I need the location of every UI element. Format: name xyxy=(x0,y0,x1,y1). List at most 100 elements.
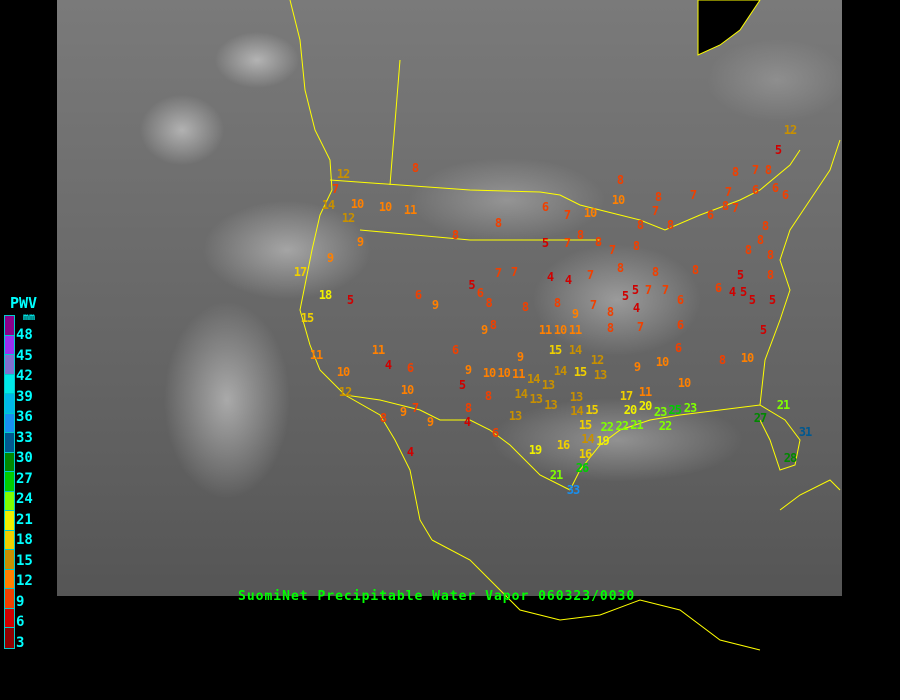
legend-label: 9 xyxy=(16,593,25,610)
station-pwv-value: 8 xyxy=(766,248,774,262)
legend-swatch xyxy=(5,589,14,609)
station-pwv-value: 20 xyxy=(623,403,637,418)
station-pwv-value: 7 xyxy=(563,208,571,222)
station-pwv-value: 8 xyxy=(744,243,752,257)
station-pwv-value: 9 xyxy=(480,323,488,337)
station-pwv-value: 14 xyxy=(553,363,567,378)
station-pwv-value: 6 xyxy=(676,318,684,332)
legend-swatch xyxy=(5,569,14,589)
station-pwv-value: 6 xyxy=(414,288,422,302)
greenland-edge xyxy=(697,0,761,56)
station-pwv-value: 19 xyxy=(596,434,609,449)
station-pwv-value: 7 xyxy=(661,283,669,297)
station-pwv-value: 13 xyxy=(593,368,607,382)
station-pwv-value: 8 xyxy=(606,305,614,319)
station-pwv-value: 8 xyxy=(521,300,529,314)
station-pwv-value: 5 xyxy=(458,378,466,392)
station-pwv-value: 33 xyxy=(566,483,580,497)
legend-swatch xyxy=(5,472,14,492)
station-pwv-value: 12 xyxy=(590,353,604,367)
station-pwv-value: 11 xyxy=(638,384,652,399)
station-pwv-value: 8 xyxy=(484,389,492,403)
station-pwv-value: 14 xyxy=(514,386,528,401)
legend-unit: mm xyxy=(23,312,36,323)
cuba-coastline xyxy=(779,479,841,511)
station-pwv-value: 8 xyxy=(411,161,419,175)
station-pwv-value: 10 xyxy=(497,366,510,380)
station-pwv-value: 7 xyxy=(563,236,571,250)
legend-swatch xyxy=(5,628,14,648)
station-pwv-value: 8 xyxy=(651,265,659,279)
canada-provinces xyxy=(389,59,401,186)
station-pwv-value: 6 xyxy=(714,281,722,295)
station-pwv-value: 6 xyxy=(451,343,459,357)
station-pwv-value: 5 xyxy=(736,268,744,282)
station-pwv-value: 9 xyxy=(431,298,439,312)
station-pwv-value: 8 xyxy=(636,218,644,232)
legend-label: 3 xyxy=(16,634,25,651)
station-pwv-value: 6 xyxy=(706,208,714,222)
station-pwv-value: 6 xyxy=(771,181,779,195)
legend-label: 42 xyxy=(16,368,33,384)
station-pwv-value: 6 xyxy=(781,188,789,202)
station-pwv-value: 7 xyxy=(731,201,739,215)
station-pwv-value: 4 xyxy=(384,358,392,372)
station-pwv-value: 14 xyxy=(527,372,540,387)
legend-swatch xyxy=(5,355,14,375)
station-pwv-value: 8 xyxy=(576,228,584,242)
station-pwv-value: 7 xyxy=(494,266,502,280)
station-pwv-value: 7 xyxy=(651,204,659,219)
legend-label: 45 xyxy=(16,347,33,364)
station-pwv-value: 21 xyxy=(549,468,563,482)
station-pwv-value: 5 xyxy=(759,323,767,337)
legend-swatch xyxy=(5,491,14,511)
legend-title: PWV xyxy=(10,294,38,312)
station-pwv-value: 28 xyxy=(783,451,797,465)
station-pwv-value: 8 xyxy=(616,173,624,187)
legend-swatch xyxy=(5,433,14,453)
station-pwv-value: 12 xyxy=(336,167,350,182)
color-legend-bar xyxy=(4,315,15,649)
station-pwv-value: 10 xyxy=(482,366,496,380)
station-pwv-value: 14 xyxy=(581,432,594,447)
station-pwv-value: 5 xyxy=(468,278,475,292)
station-pwv-value: 21 xyxy=(630,417,643,432)
station-pwv-value: 6 xyxy=(541,200,549,214)
station-pwv-value: 5 xyxy=(748,293,756,307)
legend-label: 6 xyxy=(16,614,25,630)
station-pwv-value: 8 xyxy=(766,268,774,282)
station-pwv-value: 11 xyxy=(403,203,417,217)
station-pwv-value: 15 xyxy=(300,311,314,325)
station-pwv-value: 10 xyxy=(350,196,364,211)
station-pwv-value: 17 xyxy=(293,265,307,279)
legend-label: 30 xyxy=(16,450,33,466)
station-pwv-value: 8 xyxy=(691,263,699,277)
station-pwv-value: 11 xyxy=(309,348,323,362)
station-pwv-value: 6 xyxy=(674,341,682,355)
station-pwv-value: 6 xyxy=(491,426,499,440)
station-pwv-value: 8 xyxy=(756,233,764,247)
state-lines xyxy=(359,229,600,241)
station-pwv-value: 5 xyxy=(774,143,782,157)
station-pwv-value: 4 xyxy=(546,270,554,284)
station-pwv-value: 6 xyxy=(751,183,759,197)
station-pwv-value: 25 xyxy=(668,403,682,417)
legend-label: 39 xyxy=(16,388,33,405)
station-pwv-value: 19 xyxy=(528,443,542,457)
station-pwv-value: 8 xyxy=(464,400,472,415)
legend-swatch xyxy=(5,335,14,355)
legend-swatch xyxy=(5,550,14,570)
legend-swatch xyxy=(5,511,14,531)
station-pwv-value: 9 xyxy=(326,251,334,265)
station-pwv-value: 14 xyxy=(568,343,582,357)
station-pwv-value: 11 xyxy=(538,323,552,337)
station-pwv-value: 18 xyxy=(318,288,332,302)
station-pwv-value: 16 xyxy=(556,438,570,452)
legend-swatch xyxy=(5,452,14,472)
station-pwv-value: 4 xyxy=(463,415,471,430)
legend-label: 21 xyxy=(16,511,33,528)
station-pwv-value: 5 xyxy=(541,236,549,250)
station-pwv-value: 20 xyxy=(638,399,652,414)
station-pwv-value: 7 xyxy=(586,268,594,282)
